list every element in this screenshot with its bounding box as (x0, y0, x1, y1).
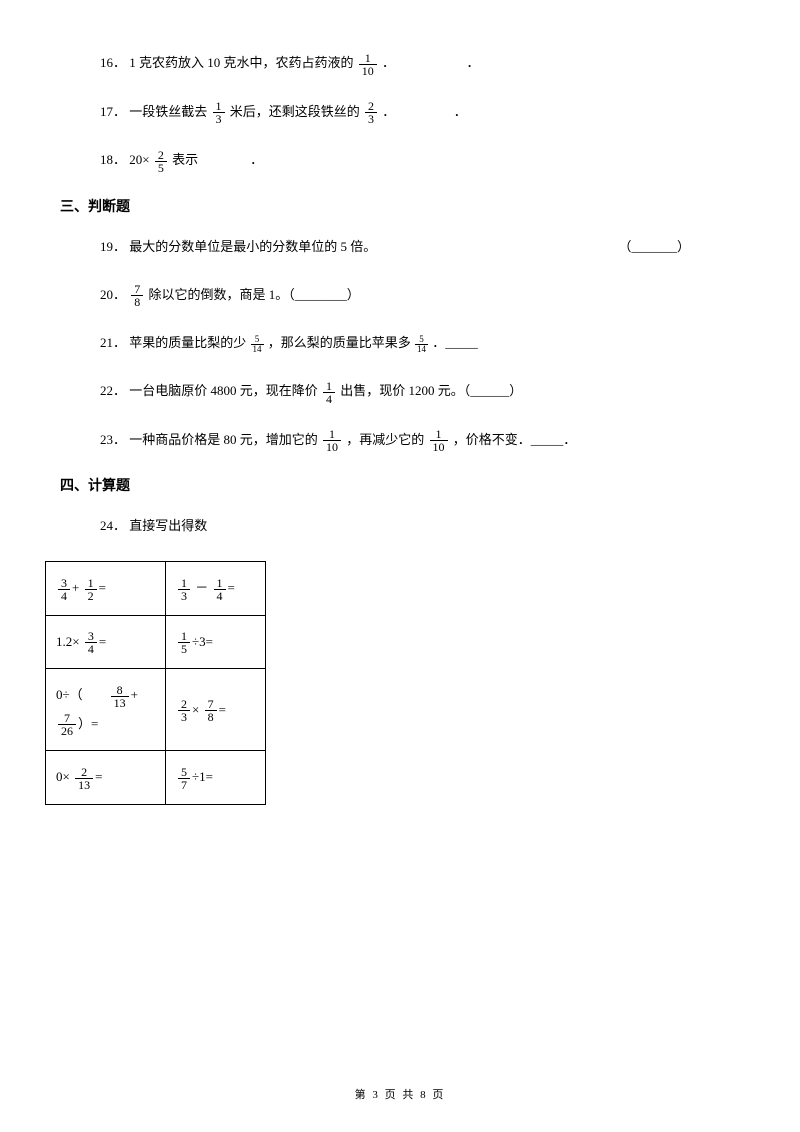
q21-text1: 苹果的质量比梨的少 (129, 335, 246, 350)
q17-text1: 一段铁丝截去 (129, 104, 207, 119)
q19-text: 最大的分数单位是最小的分数单位的 5 倍。 (129, 239, 376, 254)
q24-text: 直接写出得数 (129, 518, 207, 533)
q20-text: 除以它的倒数，商是 1。（________） (149, 287, 360, 302)
q23-text2: ，再减少它的 (346, 432, 424, 447)
q20-num: 20． (100, 287, 126, 302)
q17-frac2: 2 3 (365, 100, 377, 125)
q23-text3: ，价格不变．_____． (453, 432, 577, 447)
cell-r4c1: 0× 213= (46, 751, 166, 805)
q21-num: 21． (100, 335, 126, 350)
q18-num: 18． (100, 152, 126, 167)
q23-text1: 一种商品价格是 80 元，增加它的 (129, 432, 318, 447)
cell-r1c2: 13 － 14= (166, 562, 266, 616)
q17-num: 17． (100, 104, 126, 119)
question-20: 20． 7 8 除以它的倒数，商是 1。（________） (100, 282, 730, 309)
q17-text2: 米后，还剩这段铁丝的 (230, 104, 360, 119)
cell-r4c2: 57÷1= (166, 751, 266, 805)
cell-r2c1: 1.2× 34= (46, 615, 166, 669)
q22-text2: 出售，现价 1200 元。（______） (340, 383, 522, 398)
q21-text3: ．_____ (432, 335, 478, 350)
cell-r2c2: 15÷3= (166, 615, 266, 669)
section-3-title: 三、判断题 (60, 196, 730, 216)
q22-num: 22． (100, 383, 126, 398)
cell-r3c1: 0÷（ 813+ 726）= (46, 669, 166, 751)
q23-frac1: 1 10 (323, 428, 341, 453)
question-22: 22． 一台电脑原价 4800 元，现在降价 1 4 出售，现价 1200 元。… (100, 378, 730, 405)
question-21: 21． 苹果的质量比梨的少 5 14 ，那么梨的质量比苹果多 5 14 ．___… (100, 330, 730, 356)
q18-text2: 表示 ． (172, 152, 263, 167)
q22-text1: 一台电脑原价 4800 元，现在降价 (129, 383, 318, 398)
table-row: 34+ 12= 13 － 14= (46, 562, 266, 616)
q16-num: 16． (100, 55, 126, 70)
page-footer: 第 3 页 共 8 页 (0, 1086, 800, 1102)
question-19: 19． 最大的分数单位是最小的分数单位的 5 倍。 （_______） (100, 234, 730, 260)
table-row: 0÷（ 813+ 726）= 23× 78= (46, 669, 266, 751)
q21-frac1: 5 14 (251, 335, 264, 354)
q21-frac2: 5 14 (415, 335, 428, 354)
cell-r3c2: 23× 78= (166, 669, 266, 751)
q16-frac1: 1 10 (359, 52, 377, 77)
question-17: 17． 一段铁丝截去 1 3 米后，还剩这段铁丝的 2 3 ． ． (100, 99, 730, 126)
q18-frac1: 2 5 (155, 149, 167, 174)
q19-blank: （_______） (618, 234, 690, 260)
question-16: 16． 1 克农药放入 10 克水中，农药占药液的 1 10 ． ． (100, 50, 730, 77)
q23-num: 23． (100, 432, 126, 447)
question-18: 18． 20× 2 5 表示 ． (100, 147, 730, 174)
q22-frac1: 1 4 (323, 380, 335, 405)
q19-num: 19． (100, 239, 126, 254)
question-24: 24． 直接写出得数 (100, 513, 730, 539)
q18-text1: 20× (129, 152, 149, 167)
q23-frac2: 1 10 (430, 428, 448, 453)
cell-r1c1: 34+ 12= (46, 562, 166, 616)
q24-num: 24． (100, 518, 126, 533)
table-row: 0× 213= 57÷1= (46, 751, 266, 805)
calc-table: 34+ 12= 13 － 14= 1.2× 34= 15÷3= 0÷（ (45, 561, 266, 805)
table-row: 1.2× 34= 15÷3= (46, 615, 266, 669)
section-4-title: 四、计算题 (60, 475, 730, 495)
q16-period: ． ． (382, 55, 480, 70)
q17-frac1: 1 3 (213, 100, 225, 125)
q20-frac1: 7 8 (131, 283, 143, 308)
q17-period: ． ． (382, 104, 467, 119)
q16-text1: 1 克农药放入 10 克水中，农药占药液的 (129, 55, 353, 70)
question-23: 23． 一种商品价格是 80 元，增加它的 1 10 ，再减少它的 1 10 ，… (100, 427, 730, 454)
q21-text2: ，那么梨的质量比苹果多 (268, 335, 411, 350)
